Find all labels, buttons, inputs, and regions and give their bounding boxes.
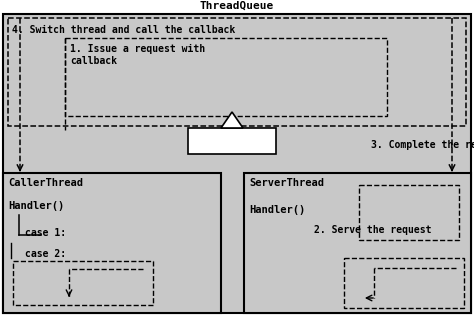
Bar <box>65 38 387 116</box>
Bar <box>188 128 276 154</box>
Bar <box>244 173 471 313</box>
Bar <box>8 18 466 126</box>
Text: ThreadQueue: ThreadQueue <box>200 1 274 11</box>
Text: 4. Switch thread and call the callback: 4. Switch thread and call the callback <box>12 25 235 35</box>
Text: 3. Complete the request: 3. Complete the request <box>371 140 474 150</box>
Text: 2. Serve the request: 2. Serve the request <box>314 225 431 235</box>
Text: Handler(): Handler() <box>249 205 305 215</box>
Text: Handler(): Handler() <box>8 201 64 211</box>
Bar <box>3 173 221 313</box>
Text: case 2:: case 2: <box>25 249 66 259</box>
Bar <box>359 185 459 240</box>
Text: case 1:: case 1: <box>25 228 66 238</box>
Text: ServerThread: ServerThread <box>249 178 324 188</box>
Text: 1. Issue a request with
callback: 1. Issue a request with callback <box>70 44 205 66</box>
Text: CallerThread: CallerThread <box>8 178 83 188</box>
Polygon shape <box>221 112 243 128</box>
Bar <box>13 261 153 305</box>
Bar <box>344 258 464 308</box>
